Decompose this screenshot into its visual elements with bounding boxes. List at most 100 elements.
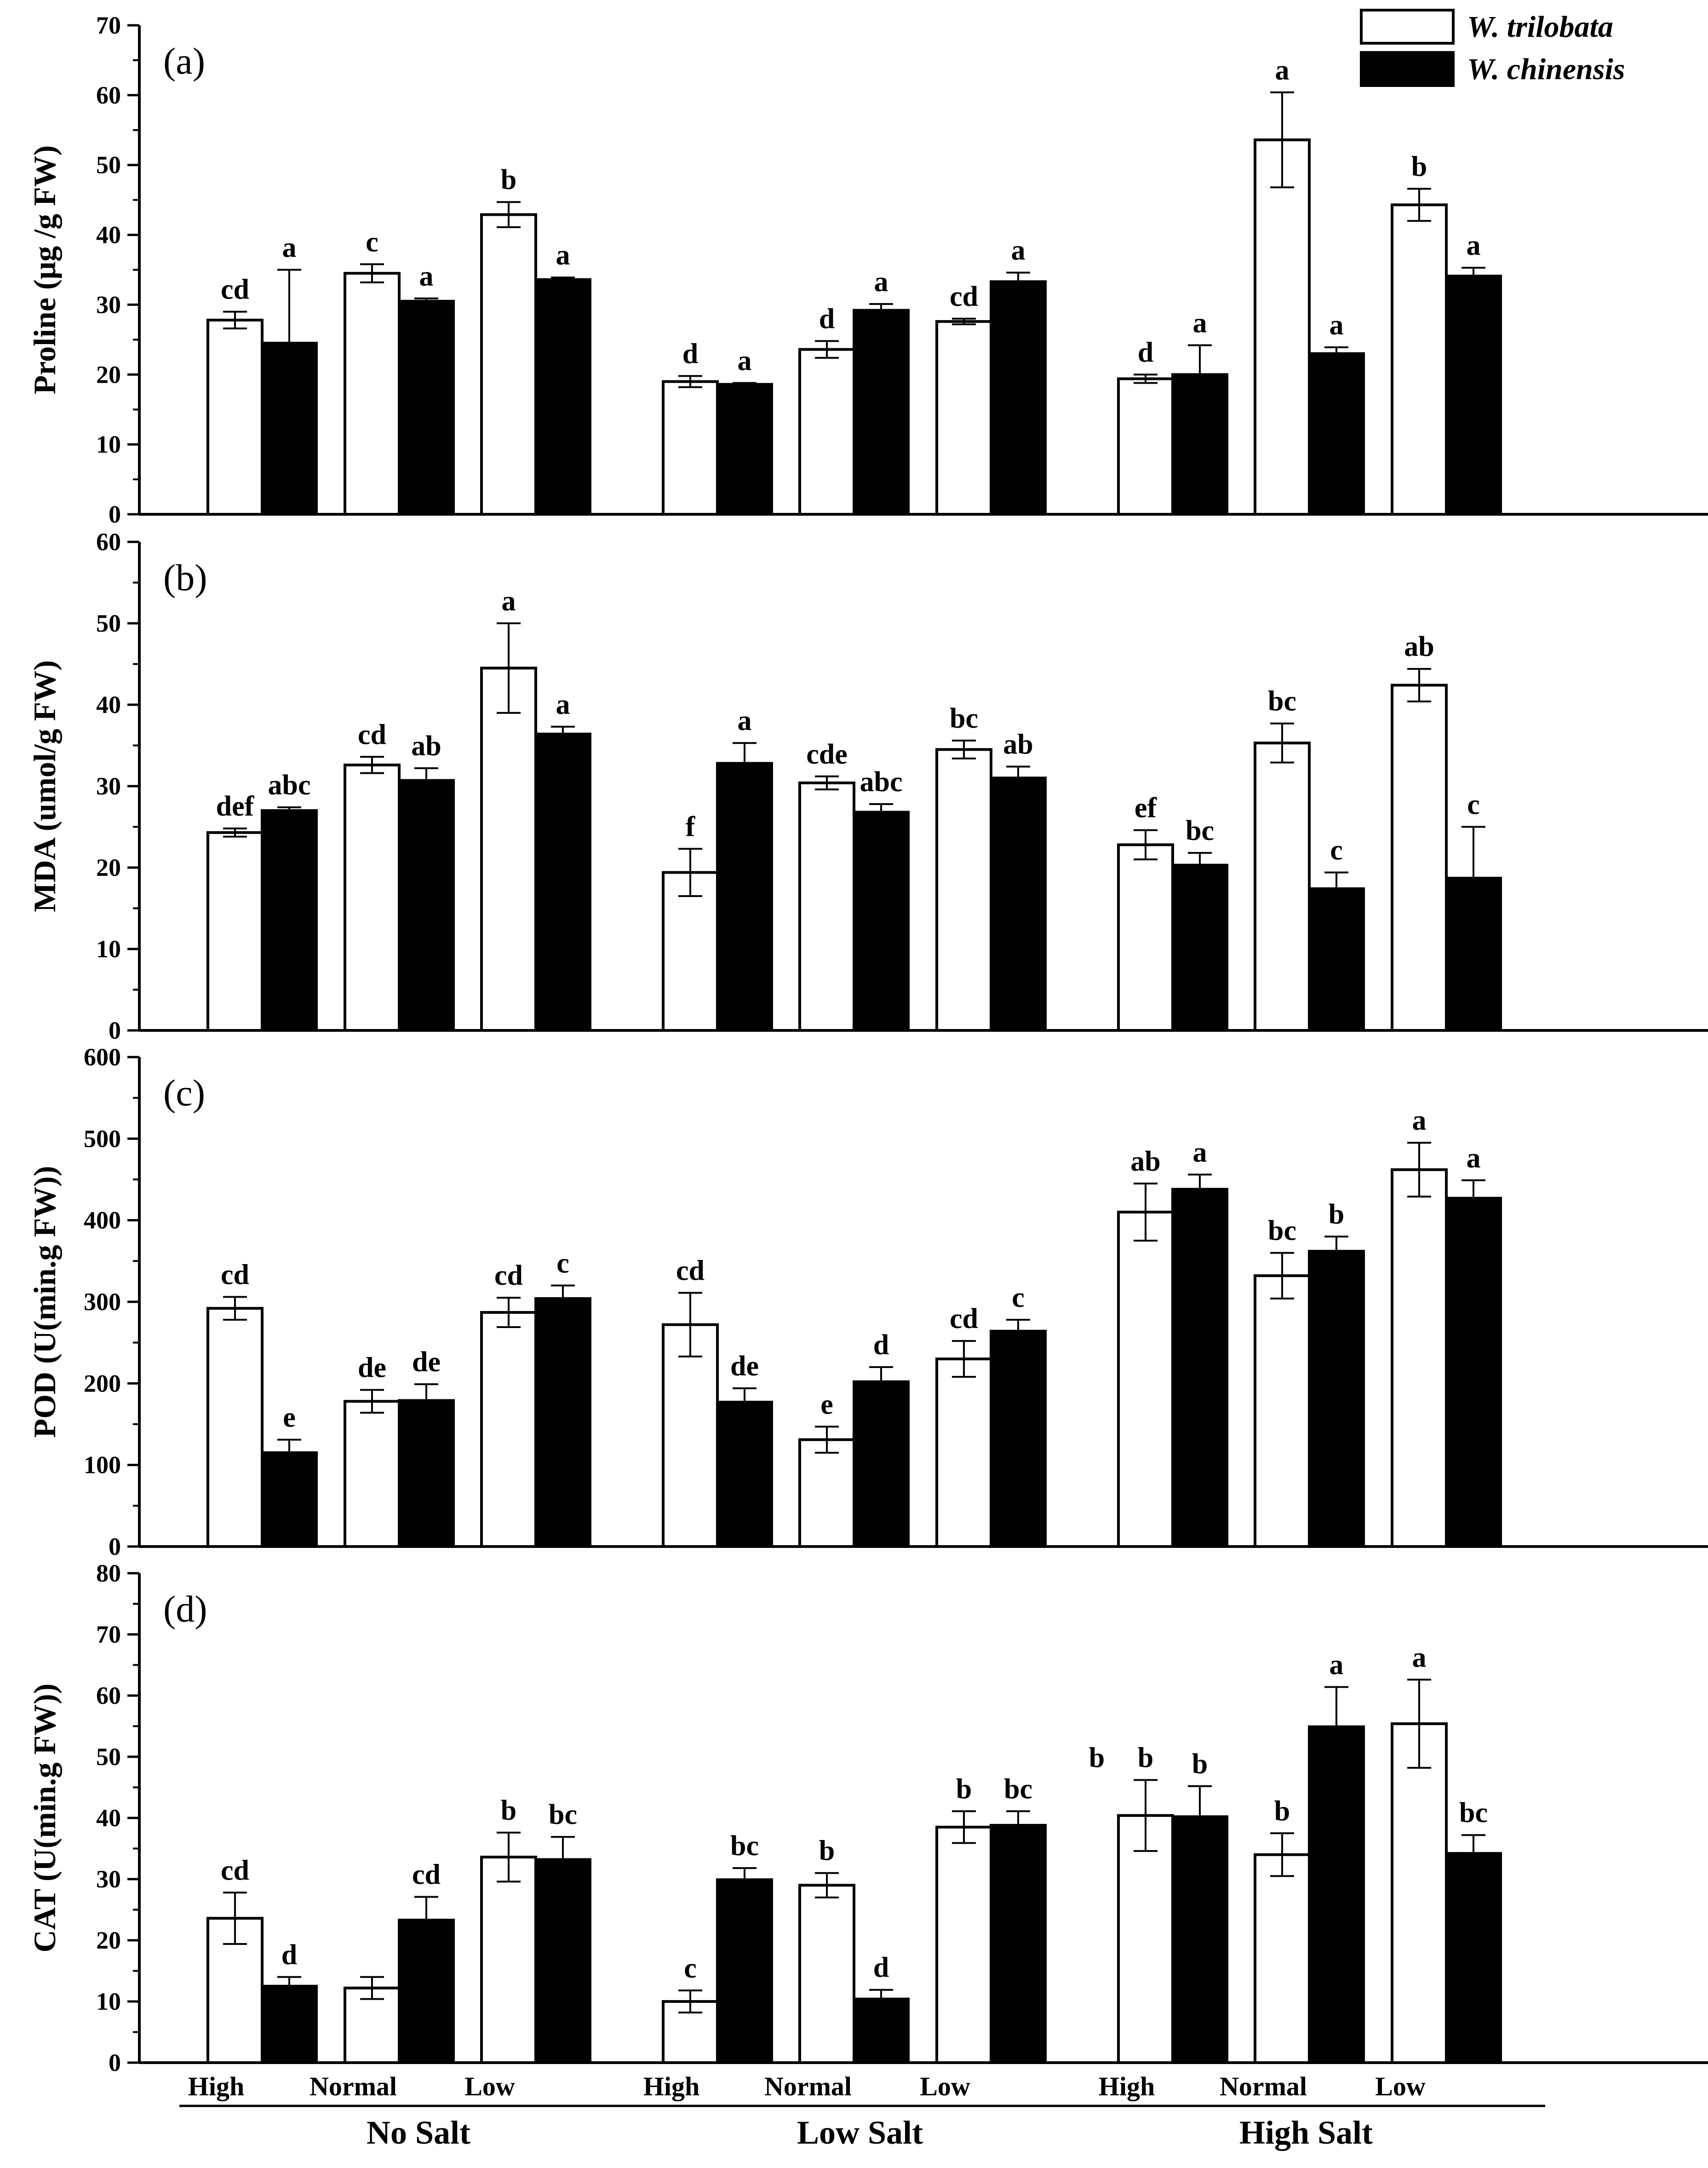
significance-letter: a	[1193, 1137, 1207, 1168]
bar-w-trilobata	[798, 348, 855, 516]
significance-letter: c	[684, 1953, 697, 1984]
bar-w-chinensis	[990, 1329, 1047, 1548]
x-axis-labels: High Normal Low High Normal Low High Normal Low N…	[179, 2071, 1545, 2151]
bar-w-trilobata	[1391, 203, 1448, 516]
significance-letter: d	[873, 1329, 889, 1361]
panel-label: (a)	[163, 40, 205, 82]
bar-w-trilobata	[1391, 1722, 1448, 2064]
bar-w-trilobata	[1391, 684, 1448, 1032]
bar-w-trilobata	[480, 1311, 537, 1548]
panel-label: (b)	[163, 557, 207, 598]
y-axis-title: Proline (μg /g FW)	[27, 145, 62, 395]
x-category-label: Normal	[764, 2071, 852, 2101]
significance-letter: b	[501, 1795, 516, 1826]
bar-w-chinensis	[1171, 863, 1228, 1032]
bar-w-trilobata	[798, 781, 855, 1032]
significance-letter: a	[738, 705, 752, 736]
y-tick-label: 30	[96, 772, 121, 800]
significance-letter: b	[956, 1773, 972, 1805]
significance-letter: bc	[1004, 1773, 1032, 1805]
significance-letter: d	[682, 338, 698, 369]
bar-w-trilobata	[1117, 1814, 1174, 2064]
x-category-label: Normal	[310, 2071, 397, 2101]
bar-w-chinensis	[261, 1451, 318, 1548]
significance-letter: bc	[549, 1799, 577, 1830]
bar-w-chinensis	[1445, 275, 1502, 516]
x-category-label: Low	[920, 2071, 970, 2101]
significance-letter: cd	[221, 1259, 249, 1290]
bar-w-trilobata	[1117, 377, 1174, 516]
significance-letter: cd	[358, 719, 386, 750]
bar-w-trilobata	[1254, 138, 1311, 516]
panel-c: 0 100 200 300 400 500 600 (c) POD (U(min.g FW)) c…	[27, 1043, 1708, 1560]
bar-w-chinensis	[398, 299, 455, 516]
y-tick-label: 20	[96, 1926, 121, 1954]
significance-letter: bc	[730, 1830, 759, 1862]
significance-letter: b	[1192, 1748, 1208, 1780]
significance-letter: cd	[494, 1260, 523, 1291]
significance-letter: cd	[412, 1859, 441, 1891]
y-tick-label: 300	[84, 1288, 121, 1316]
significance-letter: d	[1138, 337, 1153, 368]
bar-w-chinensis	[853, 811, 910, 1032]
y-axis-title: MDA (umol/g FW)	[27, 660, 62, 912]
panel-label: (d)	[163, 1588, 207, 1630]
bar-w-chinensis	[853, 1997, 910, 2064]
y-tick-label: 30	[96, 1865, 121, 1893]
panel-label: (c)	[163, 1072, 205, 1114]
significance-letter: a	[874, 266, 888, 298]
significance-letter: bc	[1268, 686, 1296, 717]
bar-w-trilobata	[206, 318, 264, 516]
bar-w-chinensis	[1445, 1196, 1502, 1548]
significance-letter: e	[283, 1402, 296, 1433]
bar-w-trilobata	[935, 1825, 992, 2064]
bar-w-trilobata	[935, 1357, 992, 1548]
y-tick-label: 60	[96, 81, 121, 109]
significance-letter: a	[1011, 235, 1026, 266]
significance-letter: c	[1467, 789, 1480, 821]
bar-w-trilobata	[935, 320, 992, 516]
bar-w-trilobata	[1254, 1274, 1311, 1548]
significance-letter: d	[819, 303, 835, 334]
significance-letter: a	[556, 689, 570, 720]
y-tick-label: 200	[84, 1369, 121, 1397]
x-category-label: Low	[1375, 2071, 1426, 2101]
significance-letter: bc	[1459, 1797, 1488, 1829]
y-axis-title: CAT (U(min.g FW))	[27, 1684, 62, 1953]
significance-letter: a	[502, 586, 516, 617]
bar-w-chinensis	[716, 762, 773, 1032]
y-tick-label: 50	[96, 610, 121, 637]
bar-w-chinensis	[990, 280, 1047, 516]
significance-letter: cd	[950, 1303, 978, 1334]
legend-swatch-w-trilobata	[1360, 9, 1455, 45]
significance-letter: ab	[1130, 1146, 1160, 1177]
bar-w-trilobata	[662, 1323, 719, 1548]
bar-w-chinensis	[261, 1984, 318, 2064]
y-tick-label: 10	[96, 935, 121, 963]
bar-w-trilobata	[1254, 1853, 1311, 2064]
bar-w-chinensis	[1308, 352, 1365, 516]
y-tick-label: 80	[96, 1559, 121, 1587]
legend-label: W. trilobata	[1467, 10, 1613, 44]
y-tick-label: 10	[96, 431, 121, 458]
significance-letter: c	[366, 226, 378, 258]
bar-w-trilobata	[480, 213, 537, 516]
significance-letter: cd	[950, 281, 978, 312]
significance-letter: a	[282, 232, 297, 264]
bar-w-chinensis	[534, 732, 591, 1032]
y-tick-label: 60	[96, 1682, 121, 1709]
bar-w-trilobata	[1117, 843, 1174, 1032]
y-tick-label: 70	[96, 12, 121, 39]
y-tick-label: 40	[96, 221, 121, 249]
bar-w-chinensis	[1171, 1188, 1228, 1548]
bar-w-chinensis	[1171, 1815, 1228, 2064]
bar-w-chinensis	[716, 1401, 773, 1548]
bar-w-trilobata	[798, 1884, 855, 2064]
bar-w-trilobata	[344, 763, 401, 1032]
y-tick-label: 0	[109, 2049, 121, 2076]
bar-w-trilobata	[1254, 742, 1311, 1032]
bar-w-trilobata	[480, 1856, 537, 2064]
y-tick-label: 0	[109, 1533, 121, 1560]
y-tick-label: 40	[96, 691, 121, 719]
significance-letter: de	[412, 1346, 441, 1378]
